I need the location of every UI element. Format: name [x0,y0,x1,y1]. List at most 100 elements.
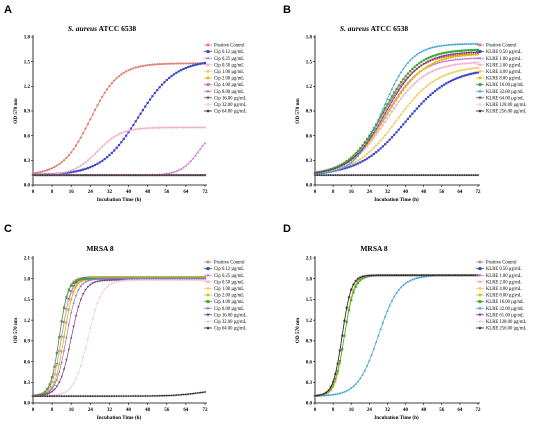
data-point [397,89,400,92]
data-point [440,66,443,70]
legend-label: Cip 0.50 µg/mL [214,63,244,68]
data-point [160,277,164,280]
data-point [160,83,164,86]
legend-marker [478,69,482,73]
data-point [180,126,183,129]
data-point [189,278,192,282]
data-point [413,173,416,177]
data-point [184,66,187,70]
data-point [74,166,78,170]
data-point [374,128,378,131]
data-point [55,373,58,376]
data-point [454,53,457,56]
data-point [417,66,421,69]
legend-marker [206,69,210,73]
data-point [395,87,398,90]
data-point [426,273,430,277]
series-9 [313,51,480,175]
data-point [48,173,52,177]
series-3 [313,56,480,174]
data-point [67,308,70,311]
data-point [125,279,128,282]
legend-item: Cip 16.00 µg/mL [204,96,247,101]
data-point [93,173,97,177]
y-tick-label: 0.9 [306,340,313,345]
data-point [340,164,344,167]
data-point [117,173,121,177]
data-point [148,277,152,280]
legend-label: Cip 0.25 µg/mL [214,57,244,62]
data-point [347,158,351,161]
data-point [110,277,114,280]
legend-marker [478,43,482,47]
data-point [98,173,102,177]
data-point [476,66,480,69]
data-point [125,70,128,73]
data-point [372,347,376,350]
legend-marker [206,319,210,323]
data-point [359,151,362,154]
y-axis-label: OD 570 nm [295,317,301,343]
x-tick-label: 64 [183,190,189,195]
data-point [393,133,396,136]
data-point [101,291,104,294]
data-point [375,151,378,154]
data-point [115,146,118,149]
data-point [86,158,90,162]
data-point [336,165,339,168]
legend-item: Cip 0.12 µg/mL [204,267,244,272]
data-point [115,173,118,177]
data-point [329,385,333,389]
data-point [45,394,49,398]
legend-label: Cip 4.00 µg/mL [214,83,244,88]
data-point [48,394,52,398]
data-point [402,78,405,81]
data-point [65,296,68,299]
legend-label: Cip 64.00 µg/mL [214,327,247,332]
data-point [395,273,398,277]
data-point [103,279,106,282]
data-point [144,126,147,130]
data-point [474,51,477,54]
data-point [134,66,137,69]
data-point [94,309,97,312]
data-point [331,380,335,383]
legend-item: Cip 64.00 µg/mL [204,326,247,332]
data-point [431,58,434,61]
legend-label: KLRE 8.00 µg/mL [486,294,522,299]
data-point [463,57,466,60]
data-point [336,370,339,373]
data-point [438,76,441,79]
data-point [456,55,459,58]
data-point [470,72,473,75]
data-point [313,172,317,175]
data-point [424,66,428,69]
data-point [84,288,87,292]
data-point [436,60,439,63]
data-point [422,273,426,277]
data-point [458,76,461,79]
data-point [182,166,185,169]
data-point [98,99,101,103]
data-point [79,164,82,168]
data-point [395,119,398,122]
data-point [350,158,353,162]
data-point [132,128,135,132]
data-point [422,49,425,52]
series-7 [31,277,207,397]
data-point [58,162,61,166]
legend-marker [206,306,210,310]
data-point [399,92,403,95]
data-point [46,393,49,396]
data-point [365,157,369,160]
data-point [379,115,382,118]
data-point [38,173,42,177]
data-point [93,277,97,281]
data-point [53,365,56,368]
data-point [370,135,373,138]
data-point [397,93,400,96]
data-point [386,116,389,120]
data-point [463,49,466,52]
series-11 [313,273,480,397]
data-point [399,273,403,277]
